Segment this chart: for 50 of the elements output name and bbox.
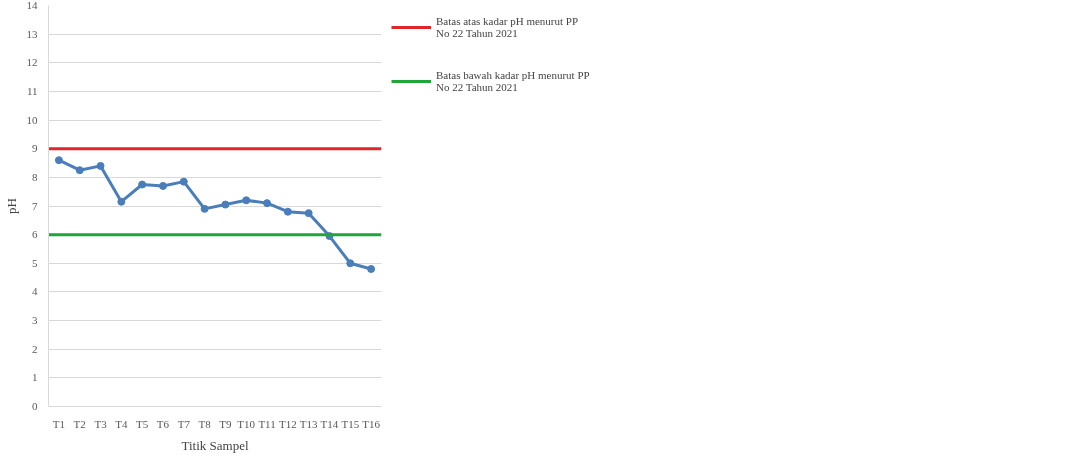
y-tick-label: 0 [32,400,38,412]
legend-label: Batas bawah kadar pH menurut PP No 22 Tahun 2021 [436,69,590,93]
x-tick-label: T3 [94,417,108,430]
x-tick-label: T9 [219,417,233,430]
y-tick-label: 4 [32,285,38,298]
x-tick-label: T12 [278,417,297,430]
x-tick-label: T6 [156,417,170,430]
x-tick-label: T7 [177,417,191,430]
x-tick-label: T4 [115,417,128,430]
y-tick-label: 6 [32,228,38,241]
point [179,177,188,186]
x-tick-label: T5 [136,417,149,430]
y-tick-label: 11 [26,84,38,97]
y-axis-title: pH [3,198,19,214]
point [75,166,84,175]
y-tick-label: 8 [32,170,38,183]
y-tick-label: 10 [26,113,38,126]
x-tick-label: T2 [73,417,86,430]
point [54,156,63,165]
point [117,197,126,206]
y-tick-label: 9 [32,142,38,155]
legend-label: Batas atas kadar pH menurut PP No 22 Tahun 2021 [436,15,579,39]
y-tick-label: 1 [32,371,38,384]
point [346,259,355,268]
point [96,161,105,170]
y-tick-label: 7 [32,199,38,212]
y-tick-label: 14 [26,0,38,11]
x-axis-title: Titik Sampel [181,437,249,453]
point [158,181,167,190]
x-tick-label: T1 [52,417,66,430]
point [138,180,147,189]
point [221,200,230,209]
x-tick-label: T8 [198,417,212,430]
point [367,265,376,274]
point [200,204,209,213]
y-tick-label: 12 [26,56,38,69]
y-tick-label: 13 [26,27,38,40]
x-tick-label: T14 [320,417,339,430]
y-tick-label: 5 [32,256,38,269]
point [283,207,292,216]
point [242,196,251,205]
y-tick-label: 3 [32,314,38,327]
point [263,199,272,208]
x-tick-label: T16 [362,417,381,430]
x-tick-label: T15 [341,417,360,430]
point [304,209,313,218]
x-tick-label: T13 [299,417,319,430]
y-tick-label: 2 [32,342,38,355]
x-tick-label: T11 [258,417,276,430]
x-tick-label: T10 [237,417,256,430]
